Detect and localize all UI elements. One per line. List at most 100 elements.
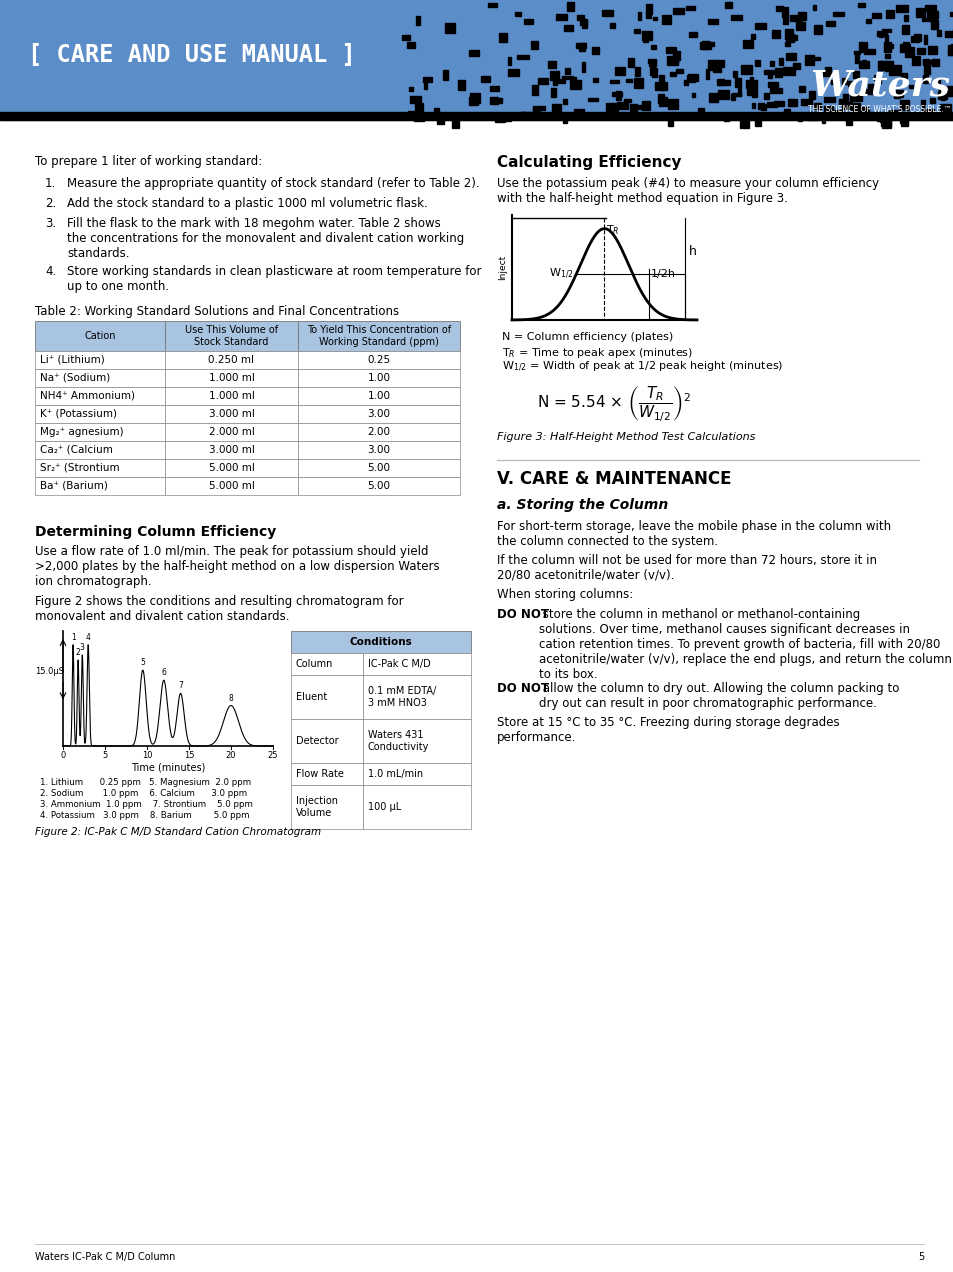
Bar <box>857 3 864 6</box>
Text: NH4⁺ Ammonium): NH4⁺ Ammonium) <box>40 391 135 401</box>
Bar <box>893 93 899 98</box>
Bar <box>617 102 628 108</box>
Bar <box>863 89 871 93</box>
Text: Figure 2 shows the conditions and resulting chromatogram for
monovalent and diva: Figure 2 shows the conditions and result… <box>35 595 403 623</box>
Text: 4.: 4. <box>45 265 56 279</box>
Bar <box>562 76 573 79</box>
Bar <box>862 60 865 64</box>
Bar <box>672 53 678 62</box>
Text: K⁺ (Potassium): K⁺ (Potassium) <box>40 410 117 418</box>
Text: 0: 0 <box>60 750 66 759</box>
Bar <box>862 108 866 111</box>
Bar <box>626 79 631 83</box>
Bar <box>899 100 908 109</box>
Bar <box>749 78 753 83</box>
Text: THE SCIENCE OF WHAT'S POSSIBLE.™: THE SCIENCE OF WHAT'S POSSIBLE.™ <box>807 106 951 114</box>
Text: 4: 4 <box>86 632 91 642</box>
Bar <box>822 106 832 111</box>
Bar <box>615 66 624 75</box>
Bar <box>789 15 801 22</box>
Bar <box>407 42 416 48</box>
Bar <box>291 631 471 653</box>
Text: Waters: Waters <box>809 67 949 102</box>
Bar <box>533 106 544 109</box>
Bar <box>363 763 471 785</box>
Text: Fill the flask to the mark with 18 megohm water. Table 2 shows
the concentration: Fill the flask to the mark with 18 megoh… <box>67 218 464 259</box>
Bar <box>950 43 953 50</box>
Bar <box>879 61 882 70</box>
Bar <box>838 99 847 103</box>
Bar <box>854 55 859 64</box>
Bar <box>641 32 652 39</box>
Bar <box>610 23 615 28</box>
Bar <box>623 99 631 102</box>
Bar <box>871 13 880 18</box>
Bar <box>708 93 718 102</box>
Text: N = 5.54 $\times$ $\left(\dfrac{T_R}{W_{1/2}}\right)^2$: N = 5.54 $\times$ $\left(\dfrac{T_R}{W_{… <box>537 384 690 424</box>
Bar <box>867 84 873 94</box>
Bar <box>0 112 953 120</box>
Text: Determining Column Efficiency: Determining Column Efficiency <box>35 525 276 539</box>
Bar <box>35 387 165 404</box>
Bar <box>830 80 838 84</box>
Bar <box>832 11 843 17</box>
Bar <box>700 42 710 50</box>
Bar <box>781 8 787 17</box>
Bar <box>35 459 165 477</box>
Bar <box>547 61 556 69</box>
Bar <box>686 75 694 81</box>
Bar <box>712 60 723 67</box>
Bar <box>531 41 537 50</box>
Bar <box>795 22 804 31</box>
Bar <box>363 675 471 719</box>
Bar <box>165 441 297 459</box>
Bar <box>926 10 937 18</box>
Bar <box>740 65 751 74</box>
Bar <box>782 66 794 75</box>
Bar <box>812 57 820 60</box>
Bar <box>564 69 569 74</box>
Bar <box>627 57 633 66</box>
Bar <box>35 351 165 369</box>
Bar <box>812 112 821 116</box>
Bar <box>800 99 811 106</box>
Bar <box>490 98 501 103</box>
Bar <box>785 53 795 60</box>
Text: 20: 20 <box>226 750 236 759</box>
Bar <box>858 61 868 69</box>
Bar <box>502 114 511 121</box>
Bar <box>928 10 931 18</box>
Bar <box>645 4 652 14</box>
Bar <box>645 11 651 18</box>
Bar <box>408 111 420 118</box>
Text: 25: 25 <box>268 750 278 759</box>
Bar <box>638 104 649 109</box>
Bar <box>647 59 655 62</box>
Bar <box>760 104 765 111</box>
Bar <box>657 94 663 103</box>
Bar <box>363 785 471 829</box>
Bar <box>480 76 490 81</box>
Text: 0.250 ml: 0.250 ml <box>209 355 254 365</box>
Bar <box>297 387 459 404</box>
Bar <box>490 97 497 104</box>
Bar <box>611 93 621 95</box>
Bar <box>291 675 363 719</box>
Bar <box>498 33 507 42</box>
Bar <box>751 34 754 39</box>
Bar <box>609 80 618 84</box>
Bar <box>697 108 703 117</box>
Bar <box>888 111 898 114</box>
Bar <box>291 719 363 763</box>
Bar <box>730 15 741 19</box>
Text: DO NOT: DO NOT <box>497 682 548 695</box>
Bar <box>563 24 573 32</box>
Text: Cation: Cation <box>84 331 115 341</box>
Text: 6: 6 <box>161 668 166 677</box>
Bar <box>297 477 459 495</box>
Text: Use a flow rate of 1.0 ml/min. The peak for potassium should yield
>2,000 plates: Use a flow rate of 1.0 ml/min. The peak … <box>35 544 439 588</box>
Text: 3.00: 3.00 <box>367 410 390 418</box>
Bar <box>688 32 697 37</box>
Bar <box>895 5 906 11</box>
Text: 0.1 mM EDTA/
3 mM HNO3: 0.1 mM EDTA/ 3 mM HNO3 <box>368 686 436 707</box>
